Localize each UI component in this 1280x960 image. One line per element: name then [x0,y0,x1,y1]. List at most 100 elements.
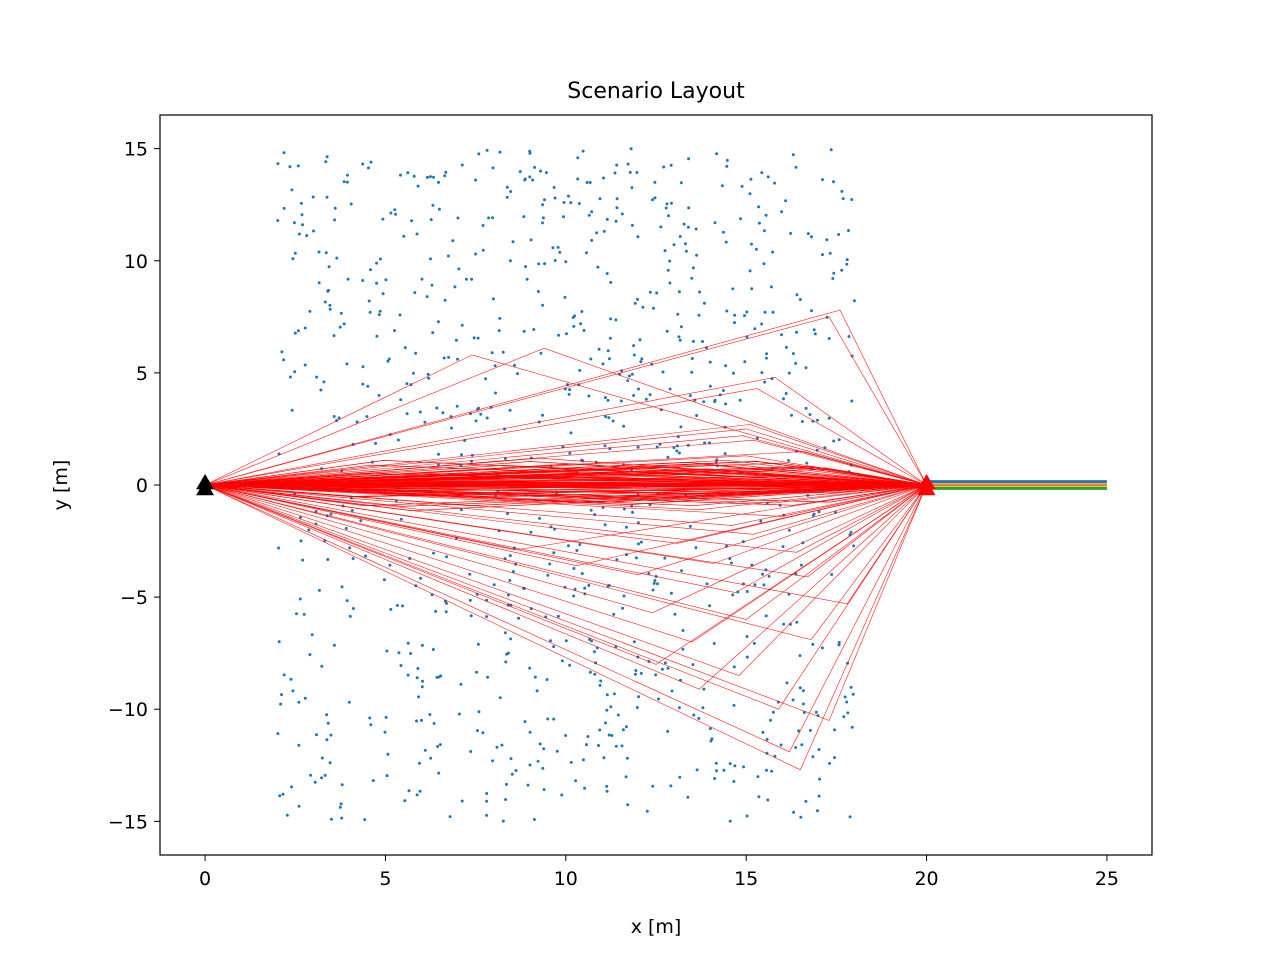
scatterer-point [429,218,433,222]
scatterer-point [431,203,435,207]
scatterer-point [576,156,580,160]
scatterer-point [715,769,718,773]
scatterer-point [589,357,593,361]
scatterer-point [312,229,315,233]
scatterer-point [541,203,545,207]
scatterer-point [299,201,303,205]
scatterer-point [795,330,798,334]
scatterer-point [686,225,690,229]
scatterer-point [525,277,529,281]
scatterer-point [608,336,612,340]
scatterer-point [657,697,660,701]
scatterer-point [459,508,463,512]
scatterer-point [580,572,584,576]
scatterer-point [541,216,545,220]
scatterer-point [509,637,513,641]
scatterer-point [409,652,413,655]
scatterer-point [761,572,765,576]
scatterer-point [303,363,307,367]
scatterer-point [375,334,379,338]
scatterer-point [428,175,432,179]
scatterer-point [670,689,674,693]
scatterer-point [485,615,489,619]
scatterer-point [818,777,822,781]
scatterer-point [634,669,638,672]
scatterer-point [602,756,606,760]
scatterer-point [622,594,626,598]
x-axis-label: x [m] [631,916,682,938]
scatterer-point [367,166,370,170]
bounce-path [205,464,927,486]
scatterer-point [323,773,327,777]
scatterer-point [697,717,701,720]
scatterer-point [448,815,452,819]
scatterer-point [324,160,328,164]
bounce-path [205,377,927,486]
scatterer-point [369,160,373,164]
scatterer-point [415,232,419,236]
chart-title: Scenario Layout [567,79,745,104]
bounce-path [205,460,927,486]
scatterer-point [420,685,424,689]
scatterer-point [742,765,745,769]
scatterer-point [315,733,318,737]
scatterer-point [322,380,326,384]
bounce-path [204,484,927,710]
scatterer-point [403,799,407,803]
scatterer-point [714,761,718,765]
scatterer-point [598,728,602,732]
scatterer-point [303,696,307,700]
scatterer-point [604,415,608,419]
scatterer-point [415,793,419,797]
scatterer-point [832,271,836,275]
scatterer-point [694,227,698,231]
scatterer-point [762,583,766,587]
scatterer-point [563,295,567,299]
scatterer-point [695,414,699,417]
x-tick-label: 20 [914,868,938,890]
scatterer-point [743,314,746,318]
scatterer-point [508,554,512,558]
scatterer-point [425,295,429,299]
scatterer-point [592,650,596,654]
scatterer-point [688,524,692,528]
scatterer-point [310,633,314,637]
bounce-path [205,466,927,486]
scatterer-point [615,197,619,201]
scatterer-point [378,309,382,313]
scatterer-point [411,371,415,375]
scatterer-point [345,173,349,177]
scatterer-point [828,761,831,765]
scatterer-point [389,607,393,611]
scatterer-point [506,512,509,515]
scatterer-point [715,458,719,462]
scatterer-point [583,786,587,790]
scatterer-point [585,181,589,184]
scatterer-point [715,152,719,156]
scatterer-point [423,420,427,424]
scatterer-point [528,175,532,179]
scatterer-point [586,735,590,738]
scatterer-point [327,265,331,269]
scatterer-point [791,698,795,702]
scatterer-point [374,441,378,445]
scatterer-point [653,180,657,184]
scatterer-point [523,178,527,182]
scatterer-point [508,259,512,263]
scatterer-point [557,333,561,337]
bounce-path [204,484,927,676]
scatterer-point [850,198,854,201]
scatterer-point [761,730,765,734]
scatterer-point [568,663,572,667]
scatterer-point [573,314,577,318]
scatterer-point [511,240,515,244]
scatterer-point [567,392,571,396]
scatterer-point [485,148,489,152]
scatterer-point [626,803,630,807]
scatterer-point [420,718,423,722]
scatterer-point [562,201,566,204]
scatterer-point [847,335,851,338]
scatterer-point [605,693,609,697]
scatterer-point [396,438,400,442]
scatterer-point [419,576,423,580]
